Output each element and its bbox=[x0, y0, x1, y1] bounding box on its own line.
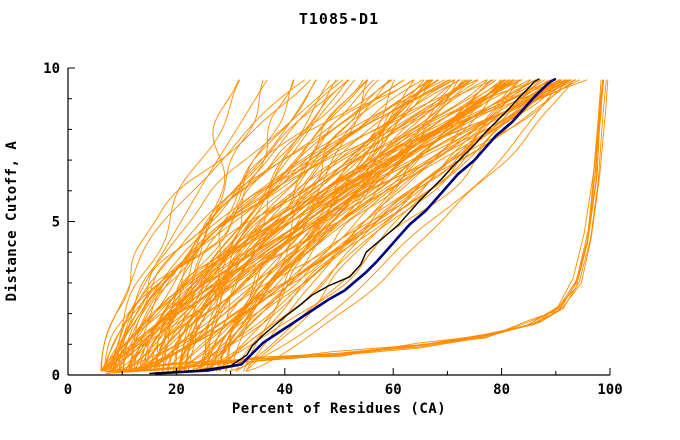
series-highlight-navy bbox=[154, 77, 557, 375]
x-tick-label: 100 bbox=[597, 382, 622, 398]
highlight-curves bbox=[149, 77, 557, 375]
x-tick-label: 20 bbox=[168, 382, 185, 398]
chart-title: T1085-D1 bbox=[299, 10, 379, 28]
y-tick-label: 10 bbox=[43, 61, 60, 77]
x-tick-label: 0 bbox=[64, 382, 72, 398]
series-highlight-black bbox=[149, 78, 540, 375]
axes: 0 20 40 60 80 100 0 5 10 bbox=[43, 61, 623, 398]
y-tick-label: 0 bbox=[52, 368, 60, 384]
ensemble-curves bbox=[100, 79, 609, 374]
y-axis-label: Distance Cutoff, A bbox=[4, 141, 20, 302]
x-tick-label: 80 bbox=[493, 382, 510, 398]
x-tick-label: 60 bbox=[385, 382, 402, 398]
x-axis-label: Percent of Residues (CA) bbox=[232, 401, 446, 417]
x-tick-label: 40 bbox=[276, 382, 293, 398]
y-tick-label: 5 bbox=[52, 215, 60, 231]
